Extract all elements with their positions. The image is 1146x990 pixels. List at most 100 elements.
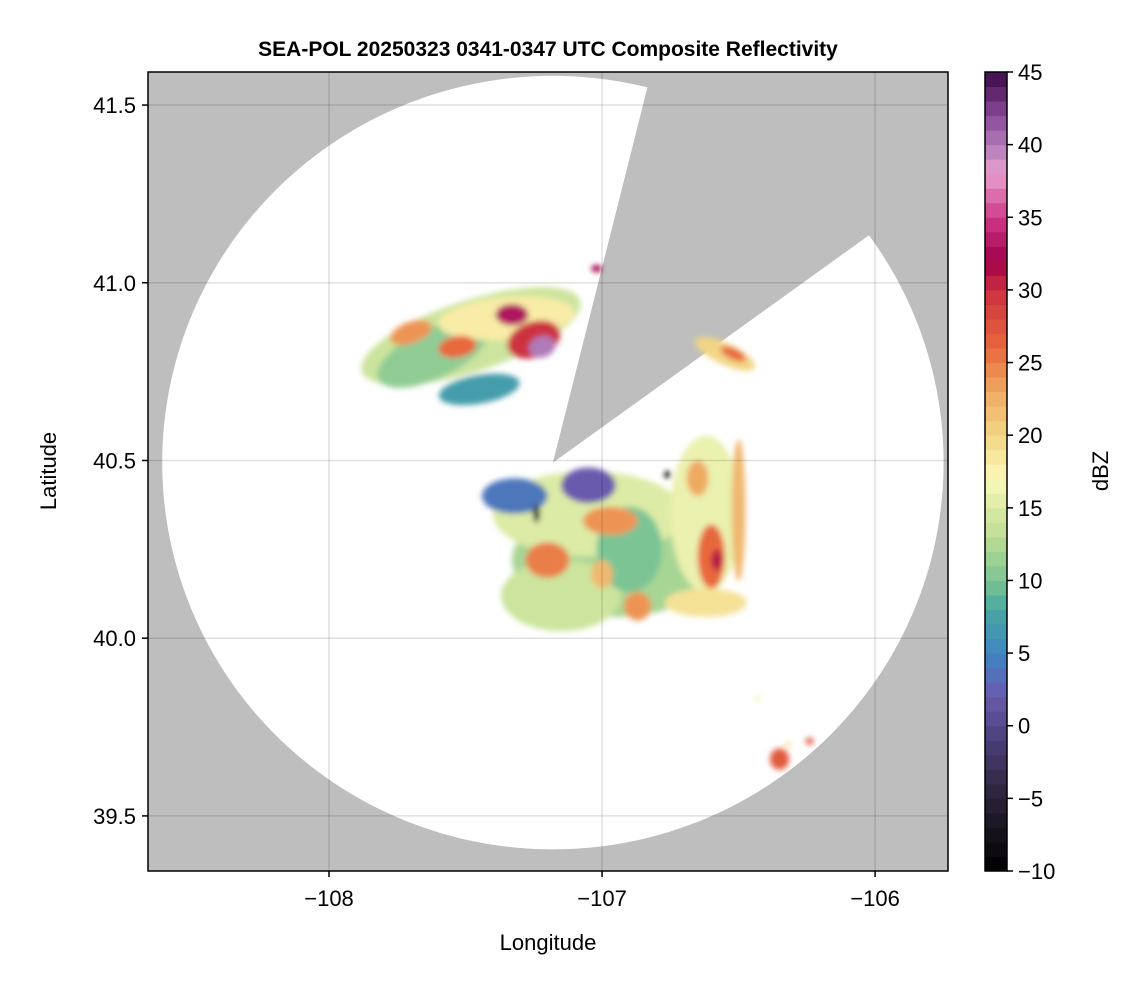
- colorbar-segment: [985, 653, 1007, 669]
- colorbar-segment: [985, 420, 1007, 436]
- echo-cell: [697, 524, 725, 589]
- echo-cell: [481, 478, 548, 514]
- y-axis-label: Latitude: [36, 432, 61, 510]
- colorbar-segment: [985, 72, 1007, 88]
- echo-cell: [769, 748, 790, 770]
- colorbar-segment: [985, 391, 1007, 407]
- colorbar-segment: [985, 159, 1007, 175]
- colorbar-segment: [985, 101, 1007, 117]
- x-tick-label: −106: [850, 886, 900, 911]
- echo-cell: [561, 467, 616, 504]
- echo-cell: [686, 460, 709, 497]
- echo-cell: [784, 741, 791, 748]
- colorbar-tick-label: 45: [1018, 60, 1042, 85]
- colorbar-tick-label: 35: [1018, 205, 1042, 230]
- echo-layer: [361, 264, 814, 770]
- plot-frame: [147, 71, 949, 872]
- colorbar-segment: [985, 173, 1007, 189]
- colorbar-segment: [985, 812, 1007, 828]
- colorbar-segment: [985, 493, 1007, 509]
- colorbar-segment: [985, 231, 1007, 247]
- colorbar-segment: [985, 348, 1007, 364]
- colorbar-segment: [985, 377, 1007, 393]
- colorbar-segment: [985, 638, 1007, 654]
- colorbar-segment: [985, 435, 1007, 451]
- colorbar-segment: [985, 682, 1007, 698]
- colorbar-segment: [985, 362, 1007, 378]
- colorbar-segment: [985, 624, 1007, 640]
- colorbar-tick-label: 15: [1018, 496, 1042, 521]
- colorbar-segment: [985, 144, 1007, 160]
- colorbar-segment: [985, 725, 1007, 741]
- echo-cell: [438, 373, 520, 406]
- colorbar-segment: [985, 275, 1007, 291]
- echo-cell: [495, 304, 529, 326]
- colorbar-segment: [985, 856, 1007, 872]
- colorbar-segment: [985, 318, 1007, 334]
- x-axis: −108 −107 −106: [304, 871, 900, 911]
- colorbar-segment: [985, 130, 1007, 146]
- colorbar-tick-label: 0: [1018, 714, 1030, 739]
- x-axis-label: Longitude: [500, 930, 597, 955]
- colorbar-segment: [985, 740, 1007, 756]
- echo-cell: [664, 471, 671, 479]
- x-tick-label: −108: [304, 886, 354, 911]
- radar-coverage-area: [162, 75, 944, 850]
- colorbar-tick-label: 30: [1018, 278, 1042, 303]
- echo-cell: [591, 560, 613, 589]
- echo-cell: [501, 560, 622, 632]
- colorbar-tick-label: 40: [1018, 133, 1042, 158]
- colorbar-tick-label: 10: [1018, 568, 1042, 593]
- colorbar-segment: [985, 783, 1007, 799]
- colorbar-segment: [985, 246, 1007, 262]
- colorbar-segment: [985, 827, 1007, 843]
- colorbar-segment: [985, 202, 1007, 218]
- colorbar-segment: [985, 188, 1007, 204]
- chart-title: SEA-POL 20250323 0341-0347 UTC Composite…: [258, 38, 838, 61]
- y-tick-label: 40.0: [93, 626, 136, 651]
- y-tick-label: 39.5: [93, 804, 136, 829]
- echo-cell: [591, 264, 603, 273]
- echo-cell: [525, 542, 570, 578]
- colorbar-segment: [985, 696, 1007, 712]
- colorbar-segment: [985, 115, 1007, 131]
- colorbar-segment: [985, 406, 1007, 422]
- colorbar-segment: [985, 594, 1007, 611]
- colorbar-segment: [985, 522, 1007, 538]
- colorbar: [985, 72, 1007, 872]
- colorbar-segment: [985, 217, 1007, 233]
- colorbar-segment: [985, 580, 1007, 596]
- colorbar-segment: [985, 507, 1007, 523]
- echo-cell: [664, 588, 747, 617]
- colorbar-tick-label: −10: [1018, 859, 1055, 884]
- colorbar-segment: [985, 464, 1007, 480]
- colorbar-segment: [985, 754, 1007, 770]
- colorbar-segment: [985, 478, 1007, 494]
- grid-lines: [148, 72, 948, 871]
- colorbar-segment: [985, 333, 1007, 349]
- colorbar-segment: [985, 86, 1007, 102]
- echo-cell: [720, 346, 746, 362]
- colorbar-segment: [985, 289, 1007, 305]
- colorbar-segment: [985, 449, 1007, 465]
- colorbar-segment: [985, 565, 1007, 581]
- echo-cell: [754, 695, 761, 702]
- colorbar-label: dBZ: [1088, 451, 1113, 491]
- echo-cell: [390, 320, 432, 346]
- colorbar-segment: [985, 536, 1007, 552]
- echo-cell: [711, 549, 723, 571]
- colorbar-segment: [985, 304, 1007, 320]
- colorbar-segment: [985, 769, 1007, 785]
- echo-cell: [533, 504, 540, 523]
- y-axis: 39.5 40.0 40.5 41.0 41.5: [93, 93, 148, 829]
- colorbar-tick-label: 5: [1018, 641, 1030, 666]
- colorbar-tick-label: 25: [1018, 351, 1042, 376]
- colorbar-frame: [984, 71, 1008, 872]
- colorbar-segment: [985, 841, 1007, 857]
- echo-cell: [582, 506, 638, 536]
- colorbar-tick-label: −5: [1018, 786, 1043, 811]
- colorbar-segment: [985, 667, 1007, 683]
- y-tick-label: 41.0: [93, 271, 136, 296]
- y-tick-label: 41.5: [93, 93, 136, 118]
